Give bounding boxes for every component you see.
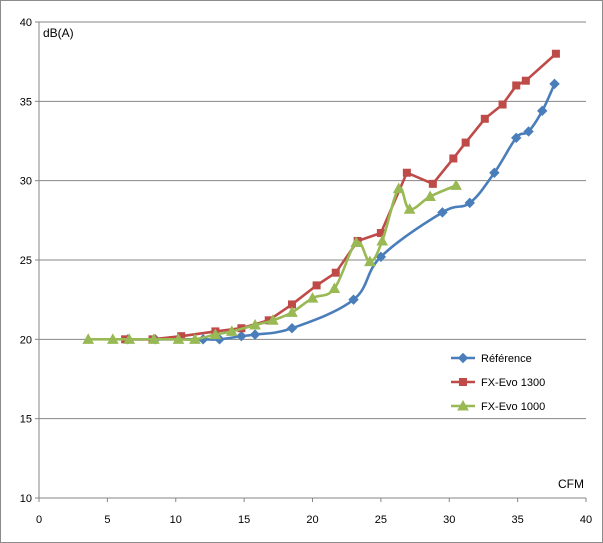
data-point [286,323,298,334]
data-point [523,126,534,137]
data-point [236,330,247,342]
y-tick-label: 30 [20,176,32,188]
y-tick-label: 20 [20,334,32,346]
data-point [551,49,560,58]
data-point [449,154,458,163]
series-group [82,49,560,345]
data-point [461,138,470,147]
series-fx-evo-1000 [82,179,462,344]
data-point [286,306,298,317]
data-point [331,268,340,277]
data-point [82,333,95,344]
data-point [450,179,462,190]
data-point [364,255,376,267]
data-point [376,234,389,246]
series-line [125,52,557,341]
legend-item: FX-Evo 1300 [451,377,545,389]
x-tick-label: 0 [36,514,42,526]
legend-label: FX-Evo 1300 [481,377,545,389]
data-point [549,78,560,90]
data-point [328,282,341,294]
data-point [266,314,279,325]
y-tick-label: 40 [20,17,32,29]
data-point [402,168,411,177]
y-tick-label: 35 [20,96,32,108]
y-tick-label: 10 [20,493,32,505]
y-axis-label: dB(A) [43,26,74,40]
x-tick-label: 15 [238,514,250,526]
axes [35,21,587,502]
series-fx-evo-1300 [121,49,560,344]
data-point [424,190,436,202]
x-tick-label: 40 [580,514,592,526]
data-point [123,333,136,344]
data-point [428,179,437,188]
x-tick-labels: 0 5 10 15 20 25 30 35 40 [36,514,592,526]
legend: Référence FX-Evo 1300 FX-Evo 1000 [451,352,545,413]
data-point [350,236,363,248]
data-point [106,333,119,344]
legend-label: Référence [481,353,532,365]
x-axis-label: CFM [558,477,584,491]
data-point [209,328,222,340]
data-point [392,182,405,194]
x-tick-label: 20 [306,514,318,526]
y-tick-label: 15 [20,414,32,426]
data-point [375,251,387,263]
data-point [225,325,238,336]
data-point [480,114,489,123]
data-point [457,352,469,364]
legend-label: FX-Evo 1000 [481,401,545,413]
data-point [521,76,530,85]
x-tick-label: 10 [170,514,182,526]
x-tick-label: 35 [512,514,524,526]
series-line [127,83,556,341]
y-tick-label: 25 [20,255,32,267]
data-point [348,294,359,305]
data-point [537,105,548,117]
data-point [312,281,321,290]
x-tick-label: 30 [443,514,455,526]
data-point [306,292,319,303]
legend-item: FX-Evo 1000 [451,399,545,413]
data-point [498,100,507,109]
data-point [403,203,416,214]
legend-item: Référence [451,352,532,365]
data-point [489,167,500,178]
data-point [249,319,261,330]
data-point [457,399,469,411]
data-point [148,333,160,344]
x-tick-label: 25 [375,514,387,526]
data-point [172,333,185,344]
data-point [464,197,475,209]
data-point [249,329,261,340]
data-point [511,132,522,144]
data-point [512,81,521,90]
x-tick-label: 5 [104,514,110,526]
y-tick-labels: 10 15 20 25 30 35 40 [20,17,32,505]
data-point [189,333,201,344]
data-point [459,378,467,386]
data-point [437,207,448,218]
series-r-f-rence [122,78,560,345]
